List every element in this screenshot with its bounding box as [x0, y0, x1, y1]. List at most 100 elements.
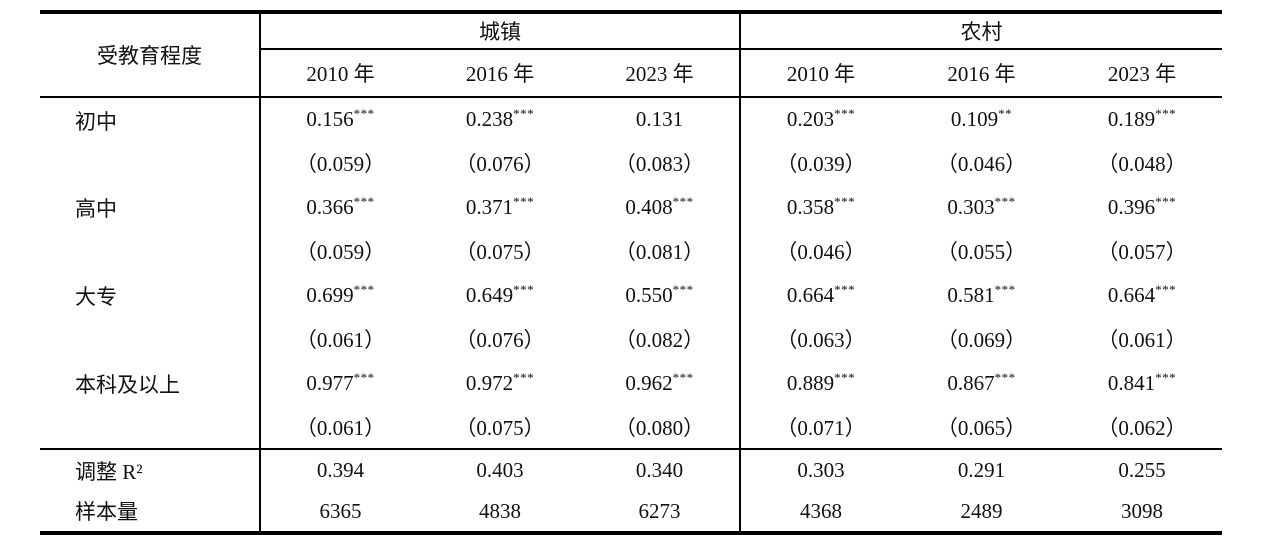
year-header-urban-2016: 2016 年 [420, 49, 580, 98]
se-cell: （0.071） [739, 405, 902, 449]
significance-stars: *** [353, 106, 375, 121]
significance-stars: *** [672, 193, 694, 209]
education-row-label: 本科及以上 [75, 373, 180, 397]
coef-cell: 0.189*** [1062, 97, 1222, 141]
coef-cell: 0.358*** [739, 185, 902, 229]
coef-value: 0.699 [306, 282, 354, 307]
summary-value: 0.303 [739, 448, 902, 491]
se-cell: （0.048） [1097, 152, 1187, 176]
summary-value: 4368 [739, 491, 902, 533]
significance-stars: *** [994, 369, 1016, 385]
coef-value: 0.649 [465, 282, 514, 307]
significance-stars: *** [672, 281, 694, 297]
se-cell: （0.069） [936, 328, 1027, 352]
coef-value: 0.962 [625, 370, 673, 395]
coef-cell: 0.649*** [420, 273, 580, 317]
se-cell: （0.061） [259, 405, 420, 449]
coef-cell: 0.664*** [739, 273, 902, 317]
coef-cell: 0.889*** [739, 361, 902, 405]
se-row-bachelor-and-above: （0.061） （0.075） （0.080） （0.071） （0.065） … [40, 405, 1222, 449]
coef-cell: 0.203*** [739, 97, 902, 141]
coef-cell: 0.109** [901, 97, 1062, 141]
coef-value: 0.664 [1107, 282, 1156, 307]
significance-stars: *** [834, 281, 856, 297]
significance-stars: *** [994, 193, 1016, 209]
coef-value: 0.358 [786, 194, 835, 219]
coef-cell: 0.156*** [259, 97, 420, 141]
coef-cell: 0.972*** [420, 361, 580, 405]
coef-cell: 0.371*** [420, 185, 580, 229]
coef-value: 0.550 [625, 282, 673, 307]
summary-value: 6273 [638, 498, 681, 523]
summary-row-adjusted-r2: 调整 R² 0.394 0.403 0.340 0.303 0.291 0.25… [40, 448, 1223, 491]
coef-value: 0.889 [786, 370, 835, 395]
se-cell: （0.075） [455, 415, 545, 440]
summary-value: 6365 [259, 491, 420, 533]
coef-value: 0.841 [1107, 370, 1156, 395]
coef-value: 0.408 [625, 194, 673, 219]
coef-row-junior-college: 大专 0.699*** 0.649*** 0.550*** 0.664*** 0… [40, 273, 1222, 317]
summary-value: 0.291 [901, 448, 1063, 491]
coef-cell: 0.962*** [580, 361, 740, 405]
coef-cell: 0.303*** [901, 185, 1062, 229]
coef-value: 0.109 [950, 107, 999, 131]
summary-row-sample-size: 样本量 6365 4838 6273 4368 2489 3098 [40, 491, 1222, 533]
se-cell: （0.046） [739, 229, 902, 273]
header-year-row: 2010 年 2016 年 2023 年 2010 年 2016 年 2023 … [40, 49, 1223, 98]
coef-value: 0.238 [465, 107, 514, 131]
se-cell: （0.082） [614, 328, 705, 352]
summary-value: 4838 [479, 498, 521, 523]
summary-value: 0.340 [580, 448, 741, 491]
coef-value: 0.203 [786, 107, 835, 131]
coef-cell: 0.841*** [1062, 361, 1222, 405]
summary-value: 3098 [1121, 498, 1164, 523]
significance-stars: *** [994, 281, 1016, 297]
se-cell: （0.059） [259, 141, 420, 185]
corner-header: 受教育程度 [40, 12, 260, 98]
coef-cell: 0.977*** [259, 361, 420, 405]
group-header-urban: 城镇 [258, 12, 741, 50]
education-row-label: 初中 [75, 110, 117, 134]
coef-cell: 0.581*** [901, 273, 1062, 317]
se-cell: （0.046） [936, 152, 1027, 176]
coef-cell: 0.366*** [259, 185, 420, 229]
coef-value: 0.972 [465, 370, 514, 395]
se-cell: （0.075） [455, 240, 545, 264]
se-cell: （0.039） [739, 141, 902, 185]
year-header-rural-2023: 2023 年 [1062, 49, 1223, 98]
coef-row-bachelor-and-above: 本科及以上 0.977*** 0.972*** 0.962*** 0.889**… [40, 361, 1222, 405]
year-header-urban-2010: 2010 年 [259, 49, 420, 98]
significance-stars: *** [1155, 193, 1177, 209]
summary-row-label: 样本量 [75, 500, 138, 524]
year-header-rural-2016: 2016 年 [901, 49, 1063, 98]
significance-stars: *** [353, 369, 375, 385]
summary-row-label: 调整 R² [40, 448, 260, 491]
se-row-senior-high: （0.059） （0.075） （0.081） （0.046） （0.055） … [40, 229, 1222, 273]
se-cell: （0.061） [1097, 328, 1187, 352]
coef-cell: 0.131 [580, 97, 740, 141]
significance-stars: *** [1155, 281, 1177, 297]
significance-stars: *** [672, 369, 694, 385]
se-cell: （0.083） [614, 152, 705, 176]
coef-row-junior-high: 初中 0.156*** 0.238*** 0.131 0.203*** 0.10… [40, 97, 1222, 141]
summary-value: 0.394 [259, 448, 420, 491]
coef-value: 0.131 [635, 107, 684, 131]
se-cell: （0.080） [614, 415, 705, 440]
se-row-junior-high: （0.059） （0.076） （0.083） （0.039） （0.046） … [40, 141, 1222, 185]
significance-stars: *** [1155, 106, 1177, 121]
regression-results-table: 受教育程度 城镇 农村 2010 年 2016 年 2023 年 2010 年 … [40, 10, 1223, 535]
significance-stars: *** [513, 281, 535, 297]
se-cell: （0.055） [936, 240, 1027, 264]
group-header-rural: 农村 [739, 12, 1223, 50]
coef-value: 0.303 [947, 194, 995, 219]
education-row-label: 大专 [75, 285, 117, 309]
coef-cell: 0.699*** [259, 273, 420, 317]
coef-value: 0.977 [306, 370, 354, 395]
se-row-junior-college: （0.061） （0.076） （0.082） （0.063） （0.069） … [40, 317, 1222, 361]
se-cell: （0.076） [455, 152, 545, 176]
coef-row-senior-high: 高中 0.366*** 0.371*** 0.408*** 0.358*** 0… [40, 185, 1222, 229]
coef-value: 0.867 [947, 370, 995, 395]
summary-value: 2489 [960, 498, 1003, 523]
year-header-rural-2010: 2010 年 [739, 49, 902, 98]
